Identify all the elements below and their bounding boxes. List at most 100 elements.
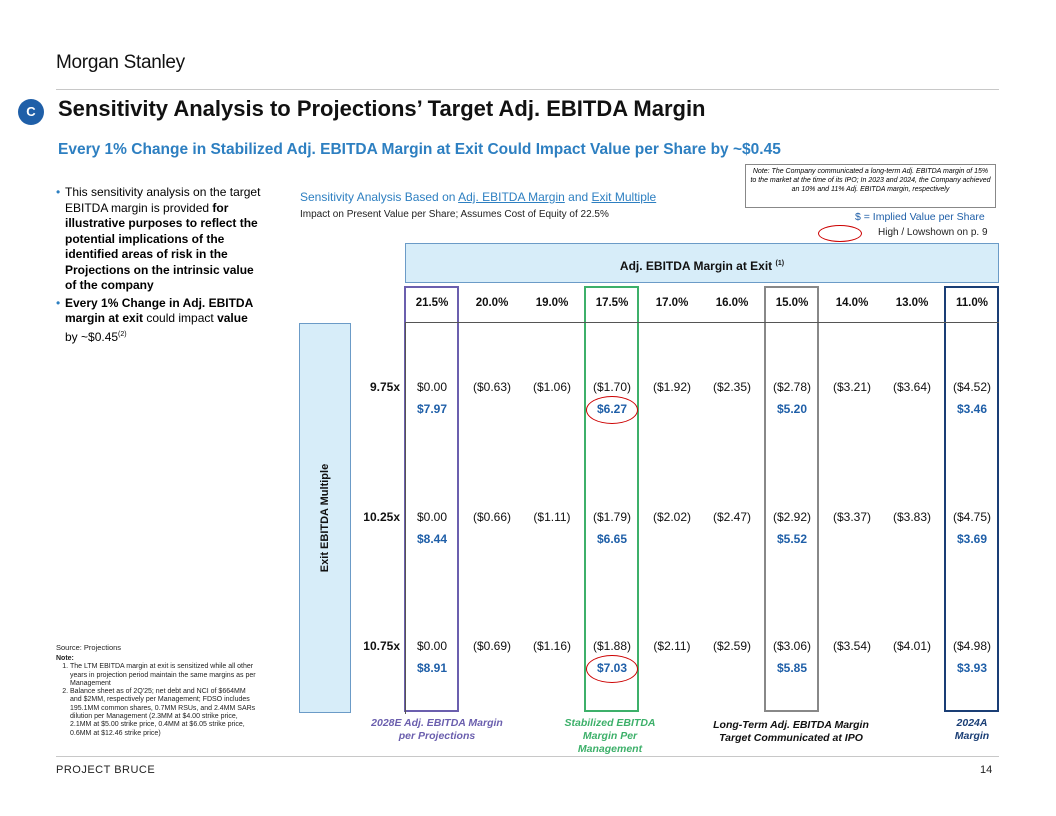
project-name: PROJECT BRUCE [56, 764, 156, 776]
footer-divider [56, 756, 999, 757]
highlight-stabilized-column [584, 286, 639, 712]
table-cell: ($3.83) [892, 510, 932, 524]
table-cell: ($3.06) [772, 639, 812, 653]
table-cell: ($2.78) [772, 380, 812, 394]
bullet-1: This sensitivity analysis on the target … [56, 185, 261, 294]
implied-value: $6.65 [596, 532, 628, 546]
table-cell: $0.00 [416, 510, 448, 524]
row-label: 10.25x [363, 510, 400, 524]
table-cell: ($4.01) [892, 639, 932, 653]
implied-value: $3.69 [956, 532, 988, 546]
caption-ipo-target: Long-Term Adj. EBITDA Margin Target Comm… [713, 719, 869, 744]
table-cell: ($2.92) [772, 510, 812, 524]
table-cell: $0.00 [416, 380, 448, 394]
caption-stabilized: Stabilized EBITDA Margin Per Management [564, 717, 656, 755]
table-cell: $0.00 [416, 639, 448, 653]
table-cell: ($2.47) [712, 510, 752, 524]
sensitivity-title-text: Sensitivity Analysis Based on [300, 190, 459, 204]
footnotes: Note: The LTM EBITDA margin at exit is s… [56, 655, 256, 738]
bullet-2: Every 1% Change in Adj. EBITDA margin at… [56, 296, 261, 346]
table-cell: ($1.88) [592, 639, 632, 653]
sensitivity-title-margin: Adj. EBITDA Margin [458, 190, 565, 204]
table-header-footnote-ref: (1) [775, 260, 785, 267]
implied-value: $7.97 [416, 402, 448, 416]
table-cell: ($4.98) [952, 639, 992, 653]
column-header-divider [405, 322, 999, 323]
table-cell: ($1.11) [533, 510, 571, 524]
high-low-oval-1 [586, 396, 638, 424]
header-divider [56, 89, 999, 90]
column-header: 15.0% [775, 297, 809, 309]
bullet-2-bold-value: value [217, 311, 248, 325]
table-cell: ($2.35) [712, 380, 752, 394]
note-box: Note: The Company communicated a long-te… [745, 164, 996, 208]
table-cell: ($3.21) [832, 380, 872, 394]
column-header: 17.5% [595, 297, 629, 309]
column-header: 17.0% [655, 297, 689, 309]
column-header: 11.0% [956, 297, 988, 309]
page-subtitle: Every 1% Change in Stabilized Adj. EBITD… [58, 141, 781, 158]
table-cell: ($1.79) [592, 510, 632, 524]
table-cell: ($2.59) [712, 639, 752, 653]
page-title: Sensitivity Analysis to Projections’ Tar… [58, 96, 706, 121]
high-low-oval-2 [586, 655, 638, 683]
implied-value: $5.20 [776, 402, 808, 416]
implied-value: $3.46 [956, 402, 988, 416]
row-label: 10.75x [363, 639, 400, 653]
table-cell: ($3.37) [832, 510, 872, 524]
bullet-2-bold: Every 1% Change in Adj. EBITDA margin at… [65, 295, 253, 326]
bullet-2-text: could impact [143, 311, 218, 325]
table-cell: ($1.70) [592, 380, 632, 394]
source-note: Source: Projections [56, 643, 122, 652]
table-cell: ($0.66) [472, 510, 512, 524]
table-header-box: Adj. EBITDA Margin at Exit (1) [405, 243, 999, 283]
exit-multiple-box [299, 323, 351, 713]
table-cell: ($4.75) [952, 510, 992, 524]
table-cell: ($2.02) [652, 510, 692, 524]
bullet-2-footnote-ref: (2) [118, 330, 127, 338]
table-cell: ($1.92) [652, 380, 692, 394]
implied-value: $3.93 [956, 661, 988, 675]
legend-implied-value: $ = Implied Value per Share [855, 211, 985, 223]
table-cell: ($4.52) [952, 380, 992, 394]
footnote-1: The LTM EBITDA margin at exit is sensiti… [70, 663, 256, 688]
bullet-2-text-end: by ~$0.45 [65, 329, 119, 344]
table-cell: ($0.63) [472, 380, 512, 394]
table-header-label: Adj. EBITDA Margin at Exit [619, 259, 773, 273]
table-cell: ($1.16) [532, 639, 572, 653]
sensitivity-title-and: and [564, 190, 592, 204]
brand-logo: Morgan Stanley [56, 52, 185, 73]
column-header: 20.0% [475, 297, 509, 309]
implied-value: $5.52 [776, 532, 808, 546]
highlight-ipo-target-column [764, 286, 819, 712]
section-badge: C [18, 99, 44, 125]
footnote-2: Balance sheet as of 2Q'25; net debt and … [70, 688, 256, 738]
table-cell: ($2.11) [653, 639, 691, 653]
table-cell: ($3.54) [832, 639, 872, 653]
table-cell: ($3.64) [892, 380, 932, 394]
row-label: 9.75x [369, 380, 400, 394]
table-cell: ($1.06) [532, 380, 572, 394]
legend-oval-icon [818, 225, 862, 242]
sensitivity-subtitle: Impact on Present Value per Share; Assum… [300, 209, 609, 220]
exit-multiple-label: Exit EBITDA Multiple [319, 463, 331, 573]
table-cell: ($0.69) [472, 639, 512, 653]
implied-value: $8.44 [416, 532, 448, 546]
legend-high-low: High / Lowshown on p. 9 [878, 227, 988, 238]
sensitivity-title: Sensitivity Analysis Based on Adj. EBITD… [300, 190, 656, 204]
implied-value: $8.91 [416, 661, 448, 675]
sensitivity-title-multiple: Exit Multiple [591, 190, 657, 204]
caption-2024a: 2024A Margin [954, 717, 990, 742]
notes-title: Note: [56, 655, 74, 662]
bullet-1-bold: for illustrative purposes to reflect the… [65, 200, 258, 293]
page-number: 14 [980, 764, 993, 776]
implied-value: $5.85 [776, 661, 808, 675]
bullet-1-text: This sensitivity analysis on the target … [65, 185, 261, 215]
highlight-2024a-column [944, 286, 999, 712]
column-header: 16.0% [715, 297, 749, 309]
column-header: 19.0% [535, 297, 569, 309]
table-left-border [405, 322, 406, 714]
column-header: 21.5% [415, 297, 449, 309]
column-header: 13.0% [895, 297, 929, 309]
bullet-list: This sensitivity analysis on the target … [56, 185, 261, 347]
